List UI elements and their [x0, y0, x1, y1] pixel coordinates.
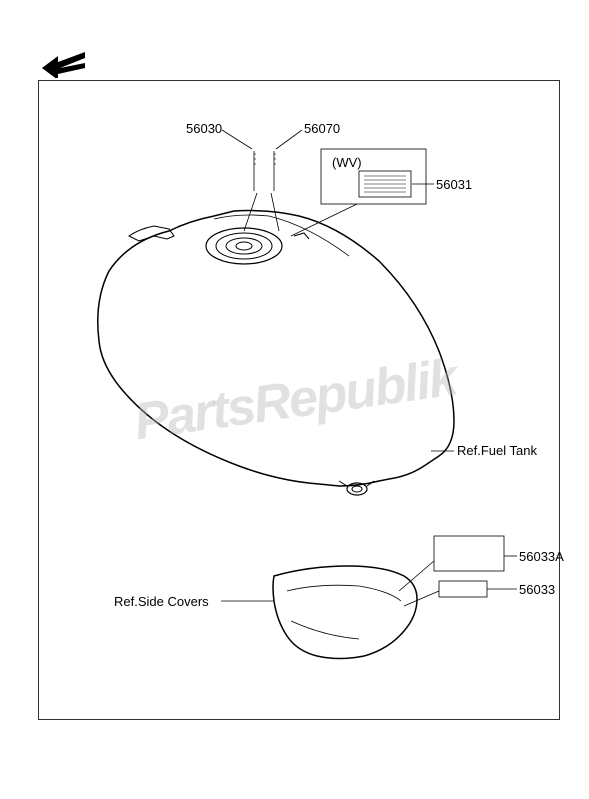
back-arrow-icon [40, 48, 90, 83]
callout-56030: 56030 [186, 121, 222, 136]
diagram-frame: 56030 56070 (WV) 56031 56033A 56033 Ref.… [38, 80, 560, 720]
callout-wv: (WV) [332, 155, 362, 170]
ref-side-covers: Ref.Side Covers [114, 594, 209, 609]
callout-56070: 56070 [304, 121, 340, 136]
diagram-container: 56030 56070 (WV) 56031 56033A 56033 Ref.… [0, 0, 589, 799]
callout-56033a: 56033A [519, 549, 564, 564]
parts-diagram-svg [39, 81, 561, 721]
callout-56031: 56031 [436, 177, 472, 192]
ref-fuel-tank: Ref.Fuel Tank [457, 443, 537, 458]
callout-56033: 56033 [519, 582, 555, 597]
